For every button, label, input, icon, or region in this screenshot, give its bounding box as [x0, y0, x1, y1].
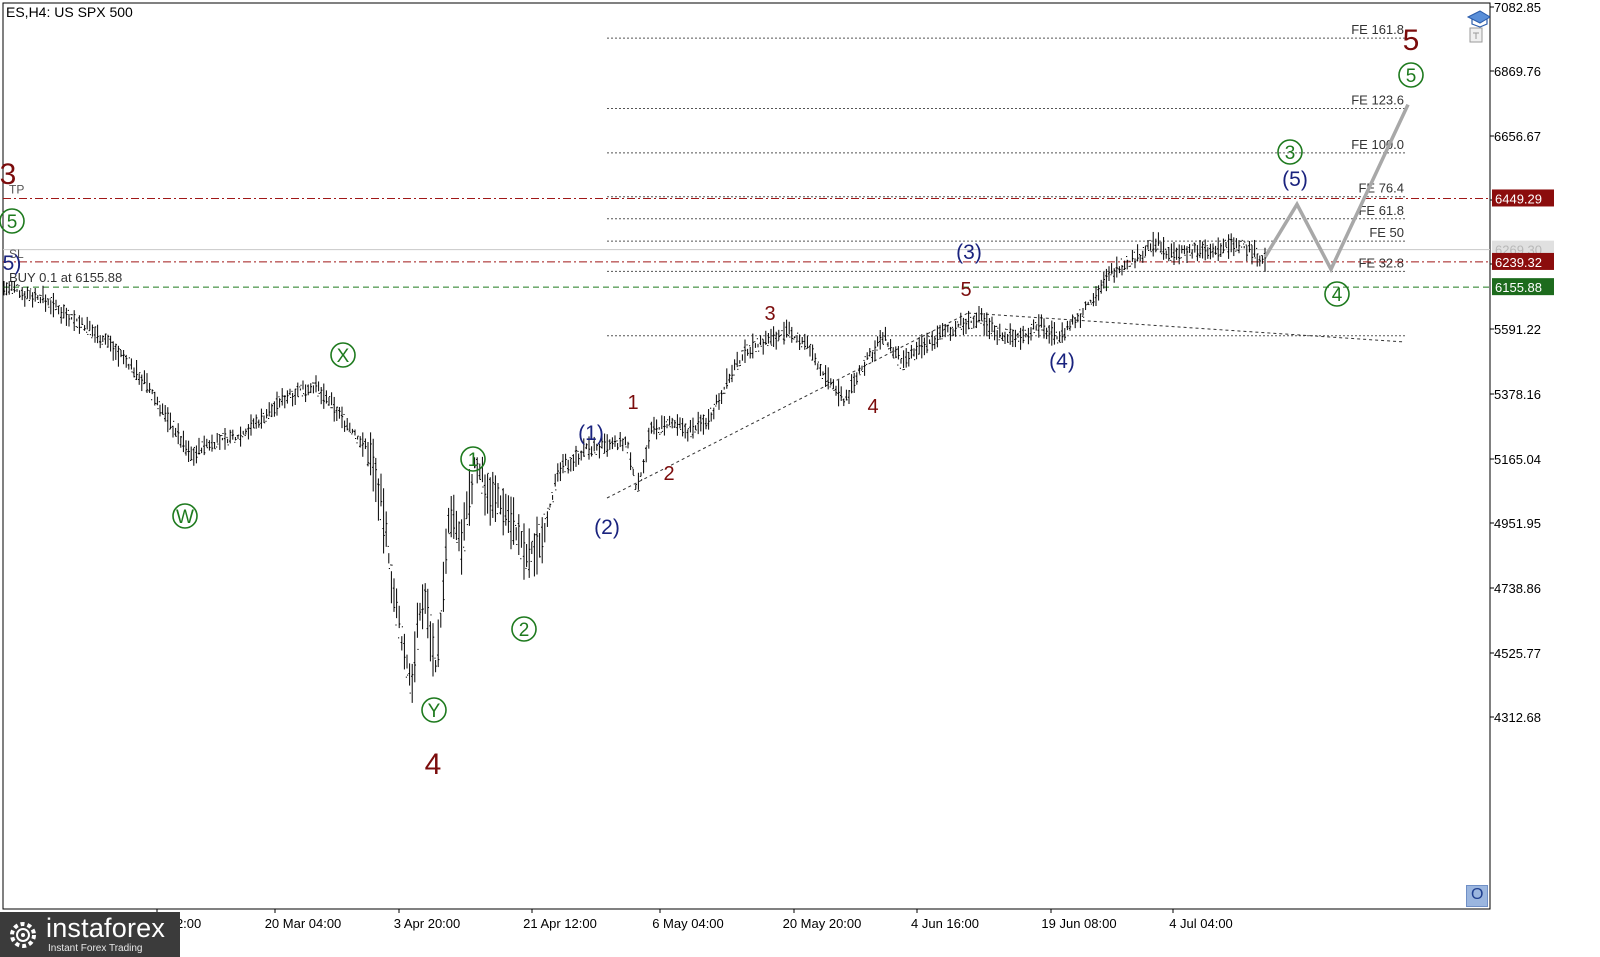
y-tick-label: 5591.22 [1494, 322, 1541, 337]
fe-level-label: FE 123.6 [1351, 93, 1404, 108]
chart-title: ES,H4: US SPX 500 [6, 4, 133, 20]
x-tick-label: 20 Mar 04:00 [265, 916, 342, 931]
x-tick-label: 6 May 04:00 [652, 916, 724, 931]
wave-label: (1) [578, 422, 604, 445]
fe-level-label: FE 100.0 [1351, 137, 1404, 152]
wave-label-circle [421, 697, 447, 723]
y-tick-label: 5165.04 [1494, 452, 1541, 467]
tp-label: TP [9, 182, 24, 196]
projection-path [1263, 103, 1410, 274]
buy-label: BUY 0.1 at 6155.88 [9, 270, 122, 285]
trendline-lower [606, 312, 969, 499]
wave-label: 3 [0, 158, 16, 191]
gear-logo-icon [10, 922, 36, 948]
trendline-upper [967, 312, 1406, 343]
brand-name: instaforex [46, 913, 166, 943]
wave-label: 5 [960, 279, 971, 301]
wave-label: Y [428, 701, 441, 722]
brand-tagline: Instant Forex Trading [48, 943, 143, 954]
wave-label: 2 [663, 463, 674, 485]
object-list-badge[interactable]: O [1466, 885, 1488, 907]
fe-level-label: FE 161.8 [1351, 22, 1404, 37]
wave-label: 4 [867, 396, 878, 418]
instaforex-logo: instaforex Instant Forex Trading [0, 912, 180, 957]
y-tick-label: 6656.67 [1494, 129, 1541, 144]
buy-price-tag: 6155.88 [1495, 280, 1542, 295]
y-tick-label: 4525.77 [1494, 646, 1541, 661]
wave-label: (4) [1049, 350, 1075, 373]
plot-frame [2, 2, 1491, 910]
wave-label: 3 [764, 303, 775, 325]
wave-label: X [337, 346, 350, 367]
tp-price-tag: 6449.29 [1495, 191, 1542, 206]
x-tick-label: 4 Jul 04:00 [1169, 916, 1233, 931]
fe-level-label: FE 32.8 [1358, 255, 1404, 270]
y-tick-label: 7082.85 [1494, 0, 1541, 15]
x-tick-label: 20 May 20:00 [783, 916, 862, 931]
wave-label-circle [0, 208, 25, 234]
sl-price-tag-bg [1492, 252, 1554, 270]
wave-label: (2) [594, 516, 620, 539]
wave-label-circle [172, 503, 198, 529]
wave-label: (3) [956, 241, 982, 264]
y-tick-label: 4738.86 [1494, 581, 1541, 596]
x-tick-label: 4 Jun 16:00 [911, 916, 979, 931]
object-list-badge-label: O [1471, 886, 1484, 903]
wave-label-circle [330, 342, 356, 368]
fe-level-label: FE 50 [1369, 225, 1404, 240]
wave-label: 1 [627, 392, 638, 414]
wave-label-circle [511, 616, 537, 642]
buy-price-tag-bg [1492, 278, 1554, 296]
wave-label: 1 [468, 450, 479, 471]
tp-price-tag-bg [1492, 189, 1554, 207]
sl-price-tag: 6239.32 [1495, 255, 1542, 270]
sl-label: SL [9, 247, 24, 261]
wave-label: 5 [1406, 66, 1417, 87]
wave-label-circle [1398, 62, 1424, 88]
fe-level-label: FE 61.8 [1358, 203, 1404, 218]
y-tick-label: 5378.16 [1494, 387, 1541, 402]
x-tick-label: 21 Apr 12:00 [523, 916, 597, 931]
wave-label-circle [460, 446, 486, 472]
y-tick-label: 4312.68 [1494, 710, 1541, 725]
x-tick-label: 3 Apr 20:00 [394, 916, 461, 931]
wave-label-circle [1324, 281, 1350, 307]
wave-label: 4 [1332, 285, 1343, 306]
y-tick-label: 4951.95 [1494, 516, 1541, 531]
wave-label: (5) [1282, 168, 1308, 191]
wave-label: 2 [519, 620, 530, 641]
wave-label: 4 [425, 748, 442, 781]
wave-label: W [176, 507, 194, 528]
x-tick-label: 19 Jun 08:00 [1041, 916, 1116, 931]
y-tick-label: 6869.76 [1494, 64, 1541, 79]
wave-label: 5) [3, 252, 22, 275]
wave-label: 5 [1403, 24, 1420, 57]
one-click-trading-icon[interactable]: t [1462, 8, 1490, 44]
wave-label: 3 [1285, 143, 1296, 164]
wave-label: 5 [7, 212, 18, 233]
wave-label-circle [1277, 139, 1303, 165]
